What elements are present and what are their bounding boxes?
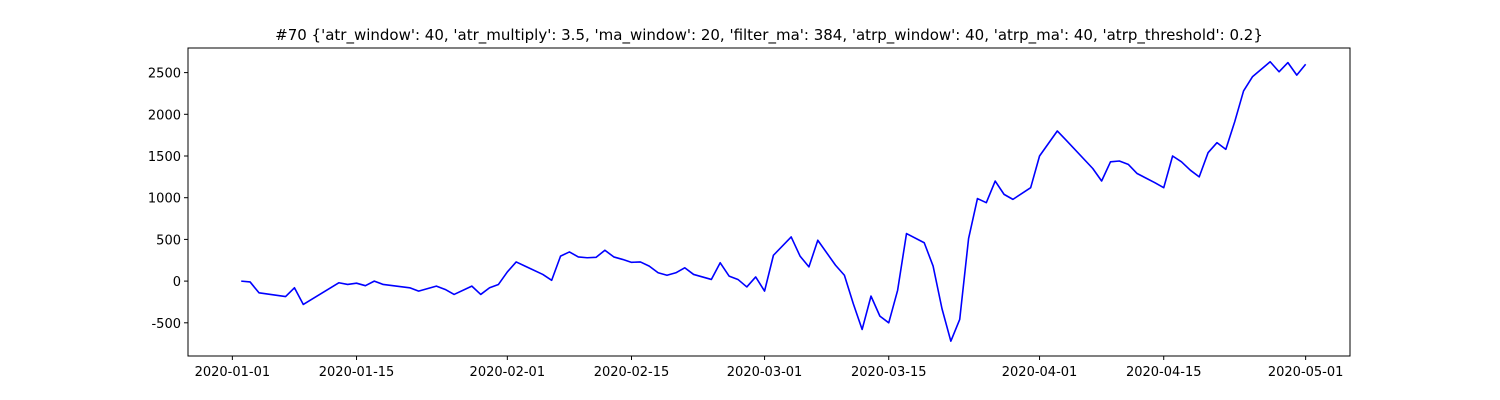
x-tick-label: 2020-03-15 [851, 365, 927, 380]
y-tick-label: -500 [151, 317, 181, 332]
line-series [241, 60, 1307, 342]
x-tick-label: 2020-01-01 [195, 365, 271, 380]
y-tick-label: 1500 [148, 150, 181, 165]
x-tick-label: 2020-02-15 [594, 365, 670, 380]
y-tick-label: 500 [156, 233, 181, 248]
y-tick-label: 1000 [148, 192, 181, 207]
x-tick-label: 2020-01-15 [319, 365, 395, 380]
y-tick-label: 0 [173, 275, 181, 290]
axes-frame [187, 47, 1351, 357]
x-tick-label: 2020-05-01 [1268, 365, 1344, 380]
y-tick-label: 2500 [148, 67, 181, 82]
x-tick-label: 2020-03-01 [727, 365, 803, 380]
x-tick-label: 2020-04-01 [1002, 365, 1078, 380]
chart-title: #70 {'atr_window': 40, 'atr_multiply': 3… [275, 26, 1263, 45]
x-tick-label: 2020-04-15 [1126, 365, 1202, 380]
y-tick-label: 2000 [148, 108, 181, 123]
x-tick-label: 2020-02-01 [470, 365, 546, 380]
